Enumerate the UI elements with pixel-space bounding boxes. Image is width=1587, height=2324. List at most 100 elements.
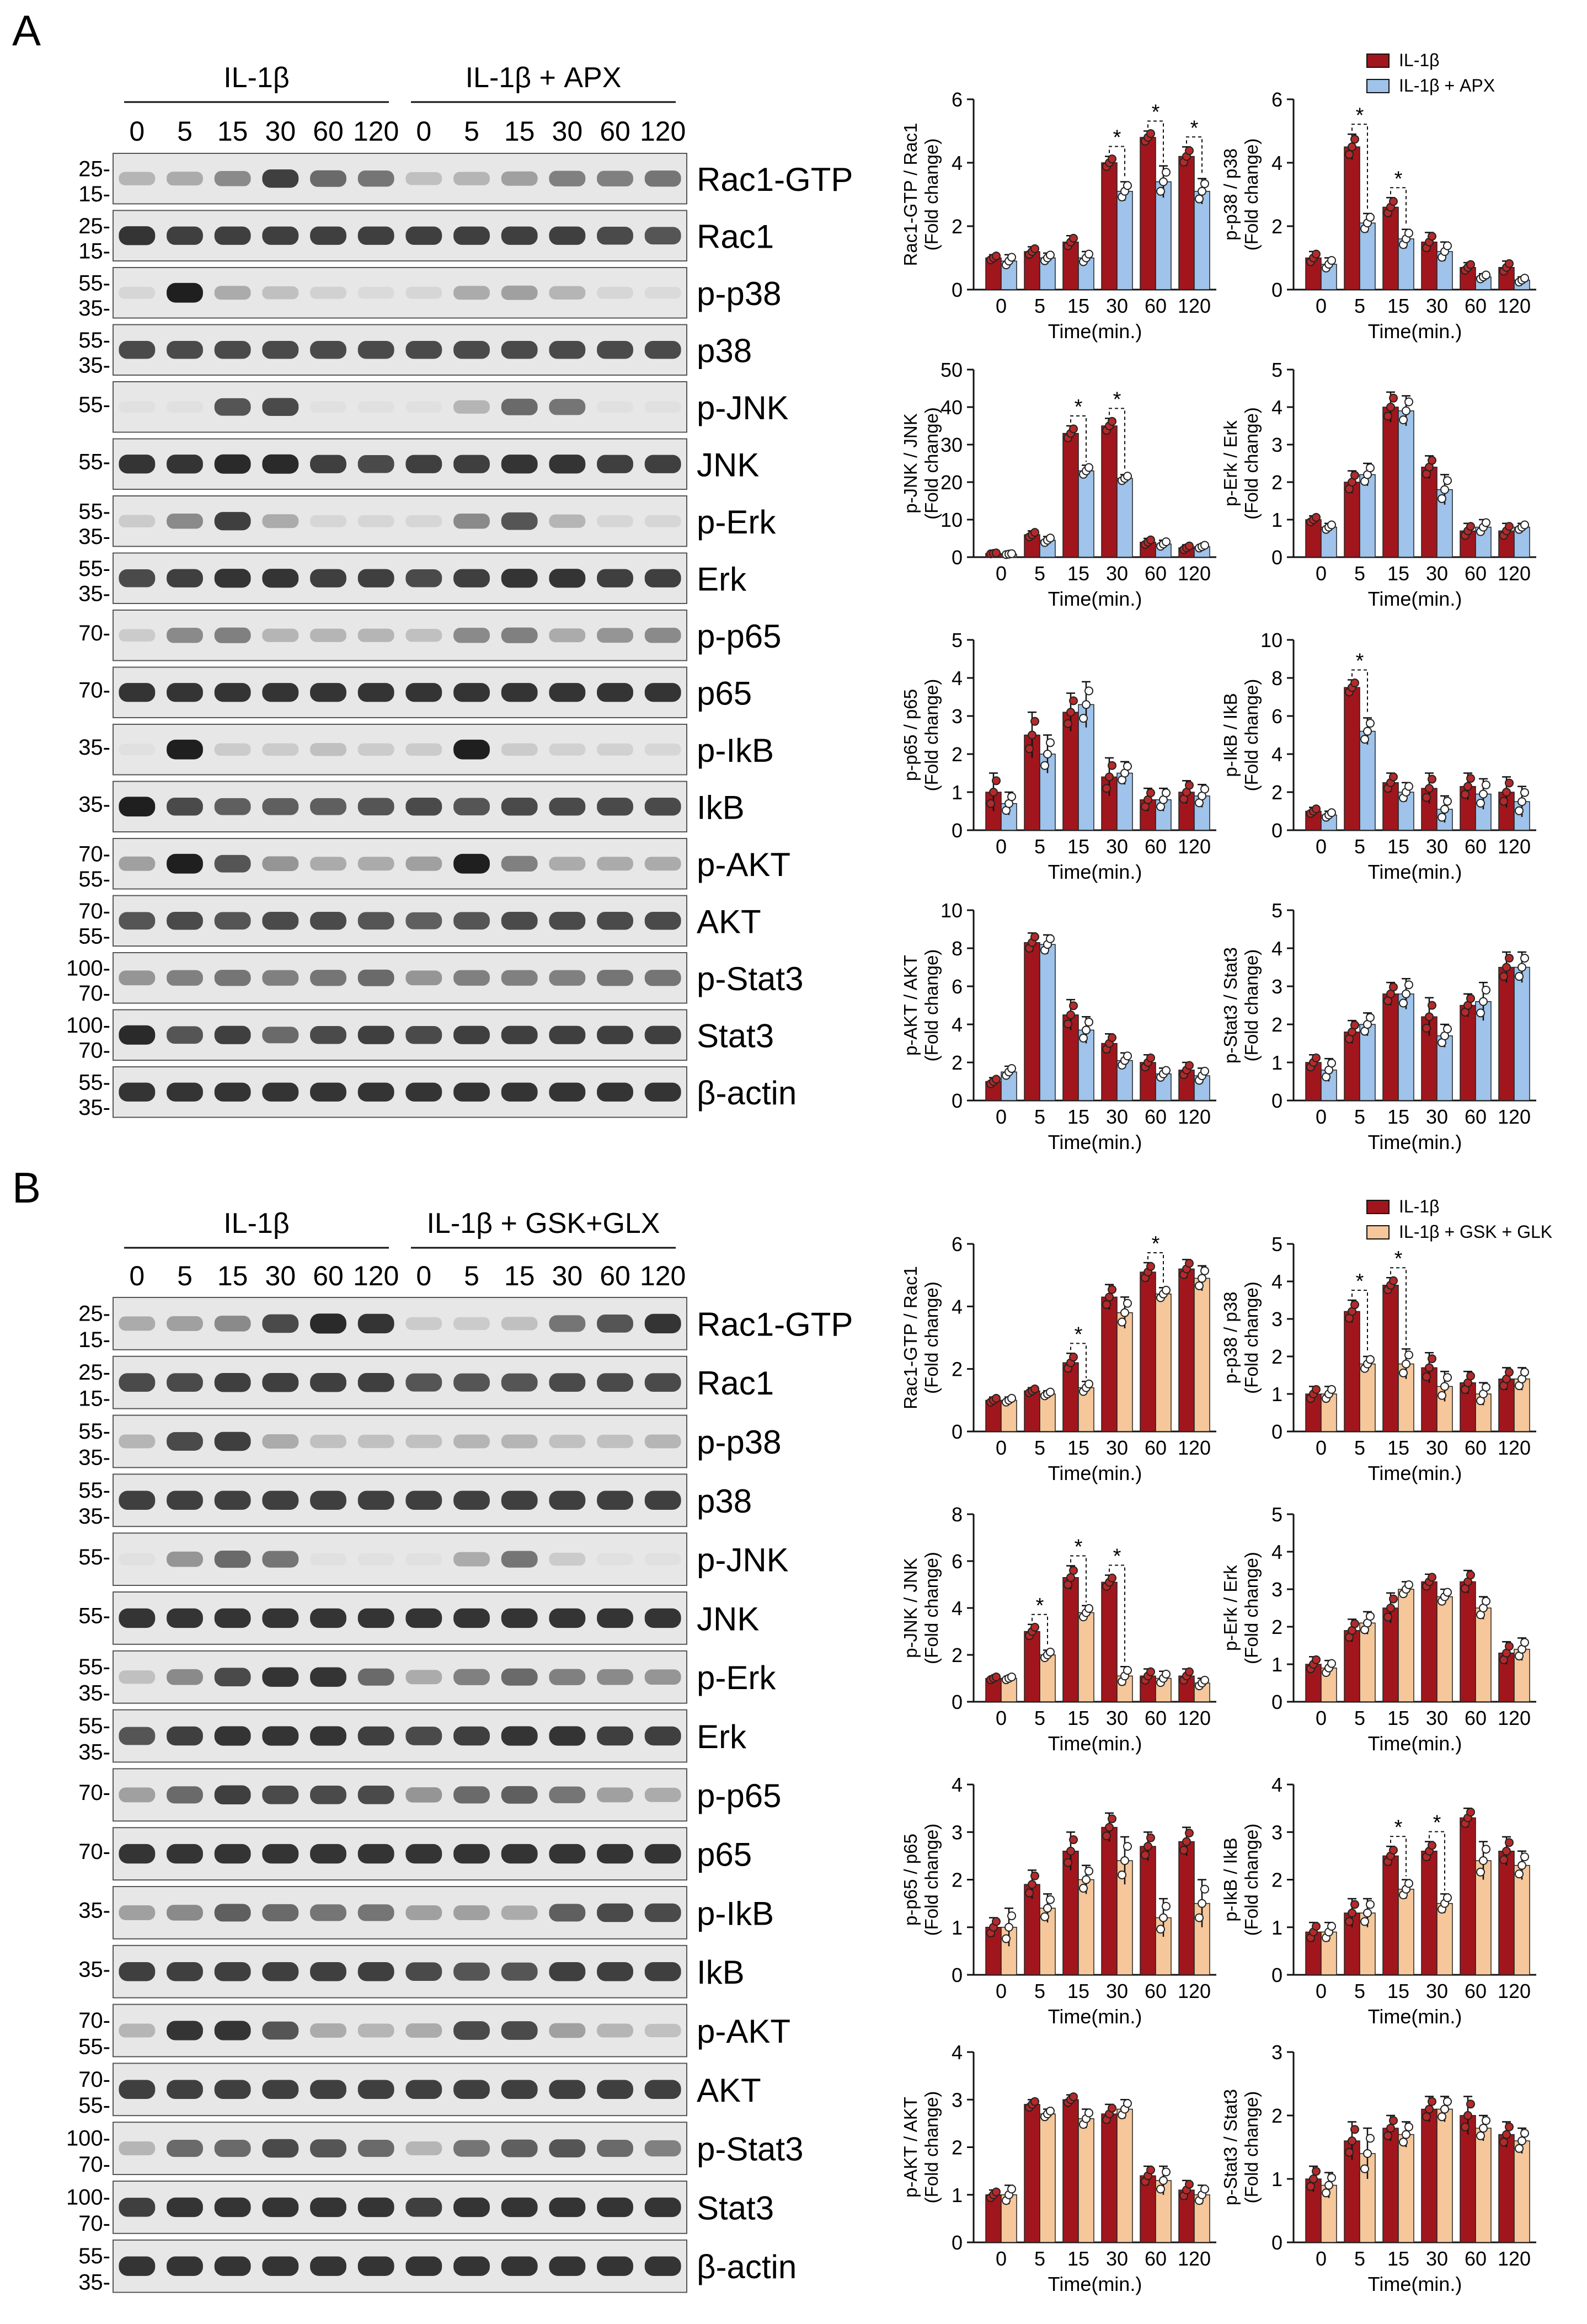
blot-band — [357, 401, 394, 413]
data-point — [1425, 2104, 1434, 2114]
blot-band — [453, 1025, 490, 1044]
blot-band — [501, 512, 538, 530]
data-point — [1162, 1901, 1171, 1911]
x-tick-label: 0 — [1316, 2247, 1327, 2270]
data-point — [1141, 1850, 1150, 1860]
data-point — [1030, 932, 1039, 942]
significance-bracket — [1351, 1290, 1368, 1353]
blot-strip — [113, 438, 687, 490]
blot-band — [405, 2023, 442, 2038]
y-tick-label: 2 — [952, 215, 963, 238]
data-point — [1515, 2144, 1524, 2153]
x-axis-label: Time(min.) — [1368, 1732, 1462, 1755]
bar-chart: 0 2 4 6 8 10 p-IkB / IkB(Fold change) 0 5 * 15 30 60… — [1220, 629, 1536, 883]
y-tick-label: 0 — [1271, 279, 1283, 301]
data-point — [1482, 1845, 1490, 1854]
bar — [1514, 1864, 1530, 1975]
y-tick-label: 3 — [1271, 975, 1283, 998]
data-point — [1306, 2182, 1315, 2191]
blot-band — [549, 1434, 586, 1449]
significance-bracket — [1032, 1614, 1048, 1647]
mw-marker: 100- — [66, 2185, 110, 2209]
significance-star: * — [1113, 1545, 1121, 1568]
data-point — [1476, 1867, 1485, 1877]
data-point — [1105, 772, 1114, 782]
y-tick-label: 0 — [1271, 546, 1283, 569]
blot-row: 35- IkB — [78, 781, 745, 832]
bar — [1140, 137, 1156, 290]
y-tick-label: 0 — [1271, 2231, 1283, 2254]
y-tick-label: 1 — [1271, 509, 1283, 531]
data-point — [1428, 1354, 1436, 1364]
data-point — [1348, 1908, 1356, 1917]
protein-label: AKT — [697, 903, 761, 940]
blot-band — [644, 2080, 681, 2099]
bar — [1359, 730, 1376, 831]
data-point — [1476, 799, 1485, 808]
y-axis-label: p-Stat3 / Stat3(Fold change) — [1220, 947, 1262, 1064]
blot-row: 55- p-JNK — [78, 1532, 789, 1586]
y-tick-label: 4 — [952, 1597, 963, 1620]
blot-band — [549, 1844, 586, 1864]
y-axis-label-line: (Fold change) — [1241, 138, 1262, 251]
y-tick-label: 1 — [952, 2184, 963, 2207]
blot-band — [262, 1667, 299, 1687]
x-tick-label: 0 — [1316, 295, 1327, 317]
bar — [1062, 432, 1079, 558]
data-point — [1146, 129, 1155, 138]
significance-star: * — [1152, 1232, 1160, 1256]
x-tick-label: 60 — [1145, 1105, 1167, 1128]
blot-band — [167, 798, 203, 816]
data-point — [1476, 2131, 1485, 2140]
bar — [1101, 1582, 1118, 1702]
data-point — [1399, 1368, 1408, 1377]
blot-band — [597, 1903, 633, 1922]
data-point — [1505, 778, 1514, 788]
x-tick-label: 5 — [1354, 2247, 1365, 2270]
mw-marker: 70- — [78, 981, 110, 1006]
blot-band — [167, 970, 203, 986]
data-point — [1345, 150, 1354, 159]
blot-band — [262, 226, 299, 245]
data-point — [1118, 1317, 1126, 1327]
data-point — [1162, 2167, 1171, 2177]
blot-band — [453, 1317, 490, 1331]
blot-band — [501, 683, 538, 702]
data-point — [1443, 1024, 1452, 1034]
blot-band — [262, 912, 299, 930]
data-point — [1064, 1019, 1072, 1029]
blot-band — [167, 912, 203, 930]
blot-band — [597, 683, 633, 702]
data-point — [1102, 784, 1111, 793]
data-point — [1030, 2097, 1039, 2106]
data-point — [1123, 1842, 1132, 1851]
blot-band — [549, 1726, 586, 1746]
mw-marker: 15- — [78, 239, 110, 264]
blot-band — [214, 1785, 251, 1805]
data-point — [1443, 241, 1452, 250]
data-point — [1007, 792, 1016, 802]
data-point — [1422, 2112, 1431, 2122]
data-point — [1327, 1659, 1336, 1668]
data-point — [1200, 784, 1209, 794]
data-point — [1466, 994, 1475, 1003]
x-tick-label: 0 — [996, 2247, 1007, 2270]
y-tick-label: 0 — [952, 546, 963, 569]
bar — [1101, 162, 1118, 290]
y-tick-label: 8 — [1271, 667, 1283, 690]
data-point — [1064, 1858, 1072, 1867]
x-tick-label: 60 — [1145, 562, 1167, 585]
lane-time-label: 0 — [416, 1260, 431, 1291]
bar — [1398, 410, 1414, 558]
bar — [1475, 2128, 1492, 2243]
data-point — [1046, 934, 1055, 943]
y-tick-label: 6 — [1271, 88, 1283, 111]
blot-band — [453, 1608, 490, 1628]
blot-band — [597, 912, 633, 930]
blot-strip — [113, 1414, 687, 1468]
data-point — [1002, 1934, 1011, 1943]
bar — [1344, 687, 1360, 831]
blot-strip — [113, 210, 687, 261]
mw-marker: 35- — [78, 1096, 110, 1120]
blot-band — [644, 227, 681, 245]
